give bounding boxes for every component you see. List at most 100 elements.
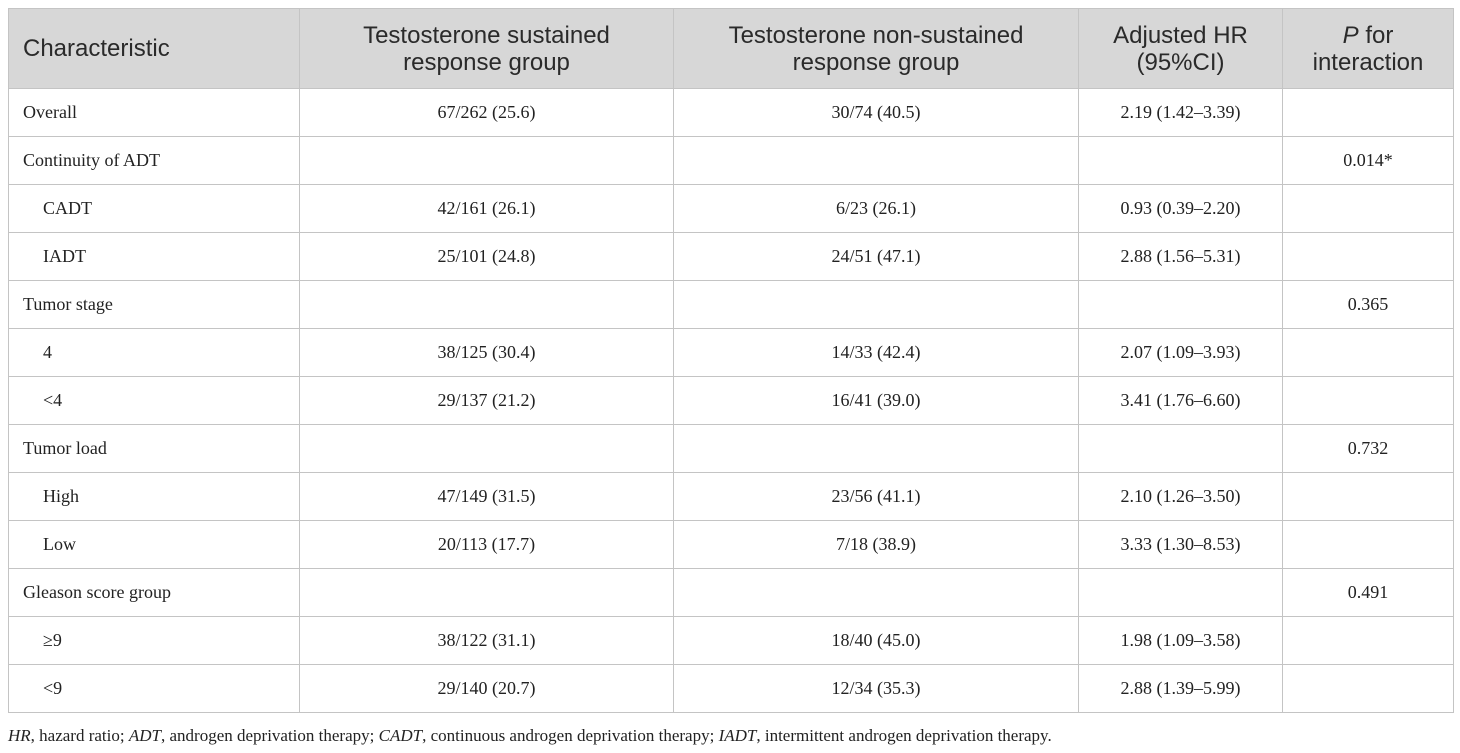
header-cell: Testosterone non-sustained response grou… [673,8,1079,89]
table-row: <9 29/140 (20.7) 12/34 (35.3) 2.88 (1.39–5.… [8,664,1454,713]
table-cell [1078,136,1283,185]
table-cell: 29/137 (21.2) [299,376,674,425]
text-segment: Adjusted HR (95%CI) [1113,21,1248,76]
text-segment: , continuous androgen deprivation therap… [422,726,719,745]
table-row: High 47/149 (31.5) 23/56 (41.1) 2.10 (1.26–… [8,472,1454,521]
table-cell: Tumor stage [8,280,300,329]
table-cell: ≥9 [8,616,300,665]
table-cell: 18/40 (45.0) [673,616,1079,665]
table-cell: 38/125 (30.4) [299,328,674,377]
table-row: CADT 42/161 (26.1) 6/23 (26.1) 0.93 (0.39–2… [8,184,1454,233]
text-segment: Characteristic [23,35,170,62]
table-cell [1078,280,1283,329]
table-row: <4 29/137 (21.2) 16/41 (39.0) 3.41 (1.76–6.… [8,376,1454,425]
table-cell: High [8,472,300,521]
table-cell: 0.491 [1282,568,1454,617]
table-cell: Gleason score group [8,568,300,617]
footnote: HR, hazard ratio; ADT, androgen deprivat… [8,726,1052,746]
text-segment: , hazard ratio; [30,726,129,745]
text-segment: , androgen deprivation therapy; [160,726,379,745]
table-cell [1078,568,1283,617]
table-cell: 2.07 (1.09–3.93) [1078,328,1283,377]
table-cell [299,568,674,617]
table-cell: Continuity of ADT [8,136,300,185]
table-cell [299,280,674,329]
table-cell: CADT [8,184,300,233]
table-cell: 42/161 (26.1) [299,184,674,233]
data-table: Characteristic Testosterone sustained res… [8,8,1454,713]
table-cell [1282,520,1454,569]
table-cell: 24/51 (47.1) [673,232,1079,281]
table-cell: 38/122 (31.1) [299,616,674,665]
table-cell: 2.88 (1.39–5.99) [1078,664,1283,713]
table-row: IADT 25/101 (24.8) 24/51 (47.1) 2.88 (1.56–… [8,232,1454,281]
table-cell: 67/262 (25.6) [299,88,674,137]
table-cell [1078,424,1283,473]
table-cell: <9 [8,664,300,713]
table-cell: 23/56 (41.1) [673,472,1079,521]
table-cell: 6/23 (26.1) [673,184,1079,233]
header-cell: Adjusted HR (95%CI) [1078,8,1283,89]
table-cell: 2.88 (1.56–5.31) [1078,232,1283,281]
table-cell [673,568,1079,617]
table-cell: 30/74 (40.5) [673,88,1079,137]
header-cell: Testosterone sustained response group [299,8,674,89]
table-cell [1282,184,1454,233]
header-cell: P for interaction [1282,8,1454,89]
text-segment: ADT [128,726,161,745]
text-segment: HR [8,726,31,745]
table-body: Overall 67/262 (25.6) 30/74 (40.5) 2.19 (1.… [8,88,1454,713]
header-row: Characteristic Testosterone sustained res… [8,8,1454,89]
table-cell: 12/34 (35.3) [673,664,1079,713]
header-cell: Characteristic [8,8,300,89]
table-row: Overall 67/262 (25.6) 30/74 (40.5) 2.19 (1.… [8,88,1454,137]
table-cell [299,424,674,473]
table-cell: 16/41 (39.0) [673,376,1079,425]
table-cell [1282,88,1454,137]
table-cell: Overall [8,88,300,137]
table-row: ≥9 38/122 (31.1) 18/40 (45.0) 1.98 (1.09–3.… [8,616,1454,665]
table-cell: 4 [8,328,300,377]
table-cell: 29/140 (20.7) [299,664,674,713]
table-cell [1282,376,1454,425]
text-segment: P [1342,21,1359,49]
table-cell: 25/101 (24.8) [299,232,674,281]
table-row: Gleason score group 0.491 [8,568,1454,617]
table-cell: 0.732 [1282,424,1454,473]
table-cell [1282,328,1454,377]
table-cell: IADT [8,232,300,281]
table-cell: 2.19 (1.42–3.39) [1078,88,1283,137]
table-cell [1282,472,1454,521]
table-cell [1282,664,1454,713]
table-cell: 7/18 (38.9) [673,520,1079,569]
table-cell: 1.98 (1.09–3.58) [1078,616,1283,665]
table-cell: Tumor load [8,424,300,473]
table-row: 4 38/125 (30.4) 14/33 (42.4) 2.07 (1.09–3.9… [8,328,1454,377]
table-cell: Low [8,520,300,569]
table-cell: 47/149 (31.5) [299,472,674,521]
text-segment: IADT [718,726,757,745]
table-row: Tumor stage 0.365 [8,280,1454,329]
table-cell: 3.41 (1.76–6.60) [1078,376,1283,425]
table-cell: 0.014* [1282,136,1454,185]
text-segment: Testosterone non-sustained response grou… [728,21,1024,76]
table-cell: 14/33 (42.4) [673,328,1079,377]
table-row: Tumor load 0.732 [8,424,1454,473]
text-segment: for interaction [1312,21,1424,76]
table-cell: 0.365 [1282,280,1454,329]
table-cell [673,280,1079,329]
table-row: Continuity of ADT 0.014* [8,136,1454,185]
text-segment: Testosterone sustained response group [363,21,610,76]
table-cell: 0.93 (0.39–2.20) [1078,184,1283,233]
table-cell: 2.10 (1.26–3.50) [1078,472,1283,521]
table-cell [299,136,674,185]
table-cell [673,136,1079,185]
table-cell: <4 [8,376,300,425]
table-cell: 3.33 (1.30–8.53) [1078,520,1283,569]
table-cell [1282,616,1454,665]
table-cell [673,424,1079,473]
table-cell: 20/113 (17.7) [299,520,674,569]
text-segment: , intermittent androgen deprivation ther… [756,726,1052,745]
table-row: Low 20/113 (17.7) 7/18 (38.9) 3.33 (1.30–8.… [8,520,1454,569]
